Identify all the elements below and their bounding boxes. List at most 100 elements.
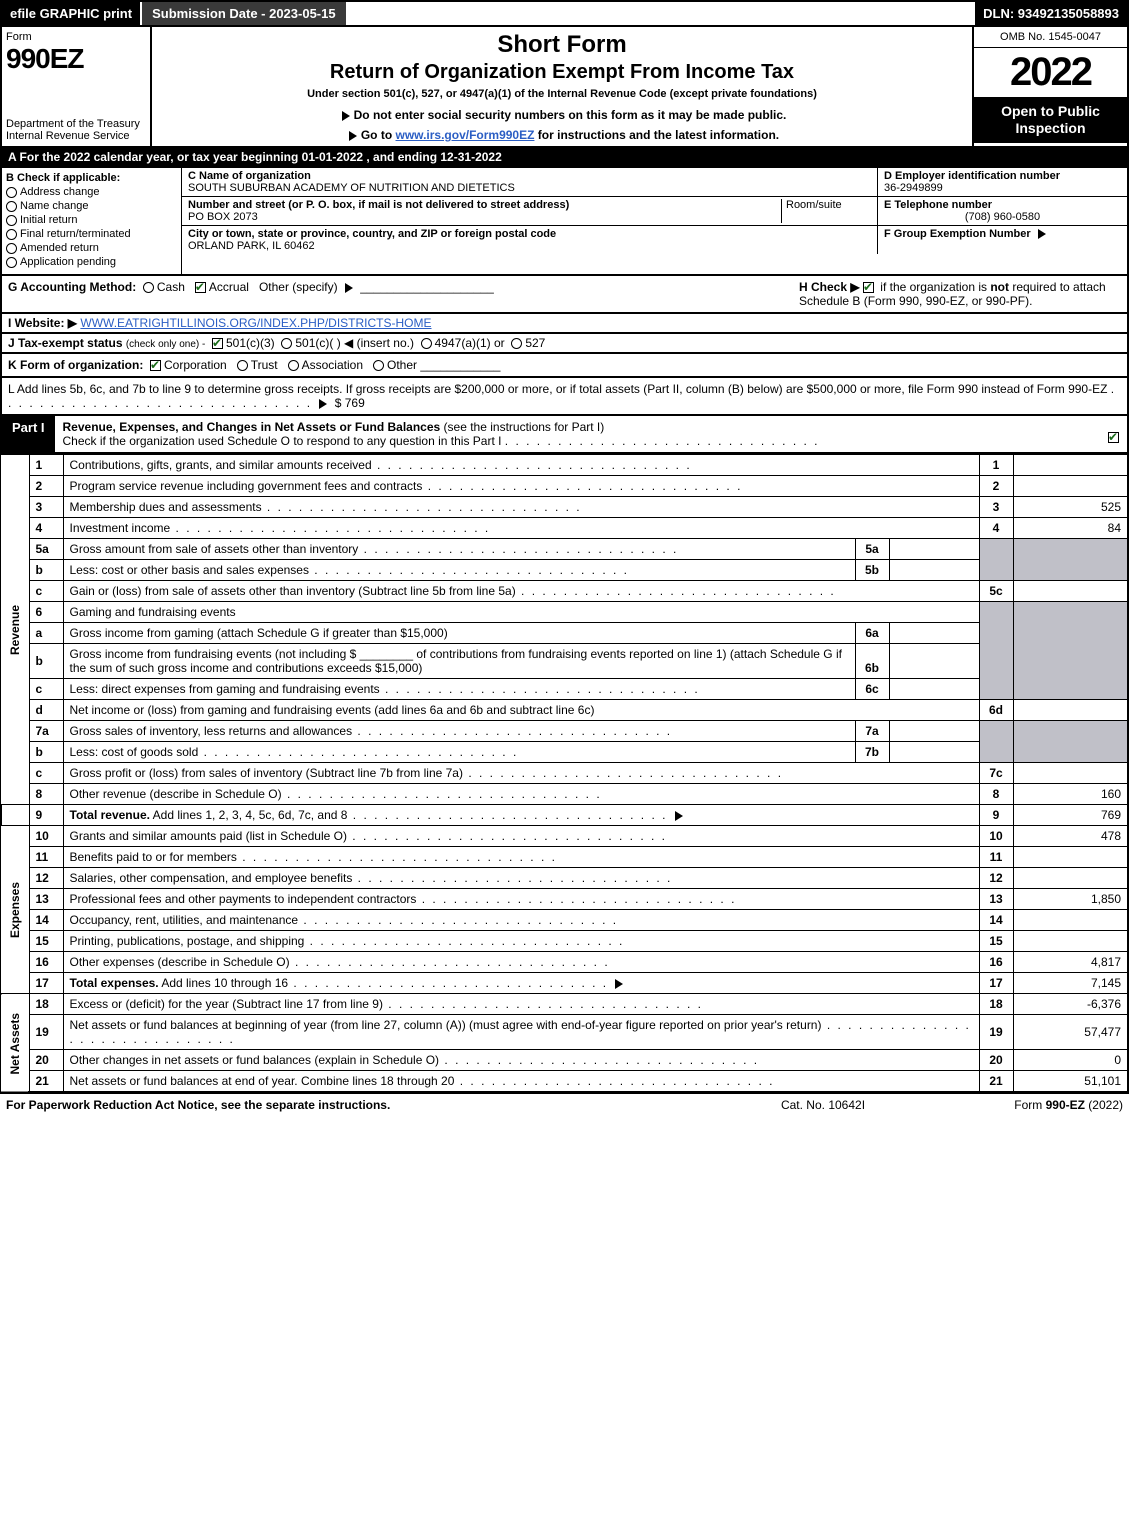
chk-association[interactable] — [288, 360, 299, 371]
row-k-form-org: K Form of organization: Corporation Trus… — [0, 354, 1129, 378]
line-num: 15 — [29, 931, 63, 952]
d-ein-cell: D Employer identification number 36-2949… — [877, 168, 1127, 196]
line-num: c — [29, 763, 63, 784]
line-value: 1,850 — [1013, 889, 1128, 910]
line-ref: 10 — [979, 826, 1013, 847]
chk-schedule-b[interactable] — [863, 282, 874, 293]
chk-501c3[interactable] — [212, 338, 223, 349]
line-value: 7,145 — [1013, 973, 1128, 994]
line-num: 20 — [29, 1050, 63, 1071]
subline-value — [889, 539, 979, 560]
chk-address-change[interactable]: Address change — [6, 186, 177, 198]
h-schedule-b: H Check ▶ if the organization is not req… — [791, 280, 1121, 308]
chk-501c[interactable] — [281, 338, 292, 349]
part-1-title: Revenue, Expenses, and Changes in Net As… — [55, 416, 1103, 452]
shaded-cell — [979, 602, 1013, 700]
line-desc: Excess or (deficit) for the year (Subtra… — [63, 994, 979, 1015]
line-value: 51,101 — [1013, 1071, 1128, 1093]
street-value: PO BOX 2073 — [188, 211, 781, 223]
line-value: 478 — [1013, 826, 1128, 847]
triangle-icon — [342, 111, 350, 121]
e-label: E Telephone number — [884, 199, 1121, 211]
chk-4947[interactable] — [421, 338, 432, 349]
line-desc: Gaming and fundraising events — [63, 602, 979, 623]
line-ref: 15 — [979, 931, 1013, 952]
footer-center: Cat. No. 10642I — [723, 1098, 923, 1112]
triangle-icon — [319, 399, 327, 409]
shaded-cell — [979, 539, 1013, 581]
line-ref: 20 — [979, 1050, 1013, 1071]
part-1-header: Part I Revenue, Expenses, and Changes in… — [0, 416, 1129, 454]
line-num: 6 — [29, 602, 63, 623]
line-desc: Grants and similar amounts paid (list in… — [63, 826, 979, 847]
line-num: a — [29, 623, 63, 644]
subline-value — [889, 721, 979, 742]
line-num: c — [29, 679, 63, 700]
line-num: 8 — [29, 784, 63, 805]
line-desc: Occupancy, rent, utilities, and maintena… — [63, 910, 979, 931]
line-ref: 12 — [979, 868, 1013, 889]
row-i-website: I Website: ▶ WWW.EATRIGHTILLINOIS.ORG/IN… — [0, 314, 1129, 334]
line-desc: Printing, publications, postage, and shi… — [63, 931, 979, 952]
line-desc: Net income or (loss) from gaming and fun… — [63, 700, 979, 721]
row-l-gross-receipts: L Add lines 5b, 6c, and 7b to line 9 to … — [0, 378, 1129, 416]
line-value — [1013, 910, 1128, 931]
open-to-public: Open to Public Inspection — [974, 97, 1127, 143]
line-num: 3 — [29, 497, 63, 518]
subline-ref: 5a — [855, 539, 889, 560]
line-desc: Less: direct expenses from gaming and fu… — [63, 679, 855, 700]
subline-ref: 5b — [855, 560, 889, 581]
chk-amended-return[interactable]: Amended return — [6, 242, 177, 254]
line-ref: 14 — [979, 910, 1013, 931]
line-value — [1013, 763, 1128, 784]
triangle-icon — [345, 283, 353, 293]
line-desc: Other expenses (describe in Schedule O) — [63, 952, 979, 973]
shaded-cell — [1013, 721, 1128, 763]
line-num: 18 — [29, 994, 63, 1015]
room-suite: Room/suite — [781, 199, 871, 223]
c-city-cell: City or town, state or province, country… — [182, 226, 877, 254]
efile-print-button[interactable]: efile GRAPHIC print — [2, 2, 142, 25]
line-desc: Salaries, other compensation, and employ… — [63, 868, 979, 889]
street-label: Number and street (or P. O. box, if mail… — [188, 199, 781, 211]
line-ref: 3 — [979, 497, 1013, 518]
org-name: SOUTH SUBURBAN ACADEMY OF NUTRITION AND … — [188, 182, 871, 194]
shaded-cell — [979, 721, 1013, 763]
submission-date-button[interactable]: Submission Date - 2023-05-15 — [142, 2, 348, 25]
line-ref: 5c — [979, 581, 1013, 602]
radio-accrual[interactable] — [195, 282, 206, 293]
line-desc: Membership dues and assessments — [63, 497, 979, 518]
chk-name-change[interactable]: Name change — [6, 200, 177, 212]
city-label: City or town, state or province, country… — [188, 228, 871, 240]
page-footer: For Paperwork Reduction Act Notice, see … — [0, 1093, 1129, 1116]
line-value: -6,376 — [1013, 994, 1128, 1015]
radio-cash[interactable] — [143, 282, 154, 293]
chk-application-pending[interactable]: Application pending — [6, 256, 177, 268]
irs-link[interactable]: www.irs.gov/Form990EZ — [396, 128, 535, 142]
omb-number: OMB No. 1545-0047 — [974, 27, 1127, 48]
form-header: Form 990EZ Department of the Treasury In… — [0, 27, 1129, 148]
subline-value — [889, 742, 979, 763]
line-value — [1013, 700, 1128, 721]
website-link[interactable]: WWW.EATRIGHTILLINOIS.ORG/INDEX.PHP/DISTR… — [80, 316, 431, 330]
line-ref: 4 — [979, 518, 1013, 539]
chk-corporation[interactable] — [150, 360, 161, 371]
line-ref: 13 — [979, 889, 1013, 910]
part-1-checkbox[interactable] — [1103, 416, 1127, 452]
topbar-spacer — [348, 2, 976, 25]
subline-value — [889, 679, 979, 700]
footer-left: For Paperwork Reduction Act Notice, see … — [6, 1098, 723, 1112]
expenses-side-label: Expenses — [1, 826, 29, 994]
chk-trust[interactable] — [237, 360, 248, 371]
line-value — [1013, 455, 1128, 476]
e-phone-cell: E Telephone number (708) 960-0580 — [877, 197, 1127, 225]
chk-final-return[interactable]: Final return/terminated — [6, 228, 177, 240]
line-ref: 19 — [979, 1015, 1013, 1050]
row-a-calendar-year: A For the 2022 calendar year, or tax yea… — [0, 148, 1129, 168]
chk-527[interactable] — [511, 338, 522, 349]
line-desc: Gain or (loss) from sale of assets other… — [63, 581, 979, 602]
chk-initial-return[interactable]: Initial return — [6, 214, 177, 226]
line-ref: 9 — [979, 805, 1013, 826]
chk-other-org[interactable] — [373, 360, 384, 371]
line-num: 16 — [29, 952, 63, 973]
